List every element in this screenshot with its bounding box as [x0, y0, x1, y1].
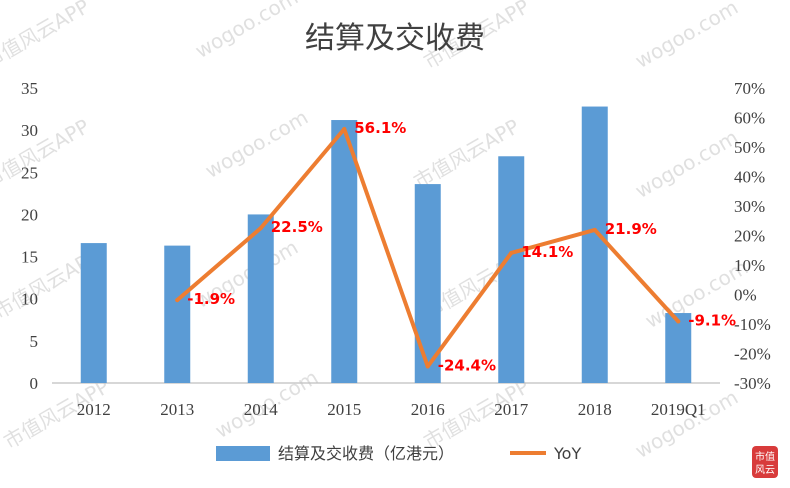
seal-text: 市值	[755, 450, 775, 463]
watermark-text: 市值风云APP	[0, 114, 94, 194]
yoy-point	[175, 298, 180, 303]
watermark-seal: 市值风云	[752, 446, 778, 478]
x-tick-label: 2018	[578, 400, 612, 419]
yoy-point	[425, 364, 430, 369]
y-left-tick-label: 15	[21, 248, 38, 267]
y-right-tick-label: 20%	[734, 227, 765, 246]
yoy-data-label: 22.5%	[271, 218, 323, 236]
y-right-tick-label: -30%	[734, 374, 771, 393]
x-tick-label: 2015	[327, 400, 361, 419]
data-labels: -1.9% 22.5% 56.1% -24.4% 14.1% 21.9% -9.1%	[187, 119, 736, 374]
y-right-tick-label: 30%	[734, 197, 765, 216]
y-right-tick-label: 10%	[734, 256, 765, 275]
yoy-point	[592, 227, 597, 232]
legend-bar-swatch	[216, 446, 270, 461]
watermark-text: wogoo.com	[191, 0, 302, 63]
y-right-tick-label: 50%	[734, 138, 765, 157]
bar	[247, 214, 274, 383]
yoy-data-label: -9.1%	[688, 311, 736, 329]
bar	[665, 313, 692, 383]
bar	[164, 245, 191, 383]
legend-line-label: YoY	[553, 444, 581, 463]
y-right-tick-label: 0%	[734, 286, 757, 305]
bar-series	[80, 106, 692, 384]
y-left-tick-label: 20	[21, 205, 38, 224]
bar	[414, 184, 441, 383]
y-left-tick-label: 5	[30, 332, 39, 351]
x-tick-label: 2012	[77, 400, 111, 419]
yoy-data-label: -1.9%	[187, 290, 235, 308]
seal-logo	[752, 446, 778, 478]
y-right-tick-label: 40%	[734, 168, 765, 187]
chart-title: 结算及交收费	[305, 21, 485, 56]
y-left-tick-label: 35	[21, 79, 38, 98]
y-left-tick-label: 10	[21, 290, 38, 309]
line-series	[175, 127, 681, 369]
legend-bar-label: 结算及交收费（亿港元）	[278, 444, 454, 463]
y-right-tick-label: -20%	[734, 345, 771, 364]
bar	[80, 243, 107, 383]
y-left-tick-label: 30	[21, 121, 38, 140]
yoy-data-label: -24.4%	[438, 356, 496, 374]
x-tick-label: 2016	[411, 400, 445, 419]
y-right-tick-label: -10%	[734, 315, 771, 334]
legend: 结算及交收费（亿港元） YoY	[216, 444, 581, 463]
bar	[581, 106, 608, 384]
x-tick-label: 2017	[494, 400, 529, 419]
x-tick-label: 2013	[160, 400, 194, 419]
y-right-tick-label: 70%	[734, 79, 765, 98]
yoy-point	[258, 226, 263, 231]
y-left-tick-label: 0	[30, 374, 39, 393]
yoy-point	[676, 319, 681, 324]
yoy-point	[509, 250, 514, 255]
watermark-text: wogoo.com	[631, 0, 742, 73]
y-left-tick-label: 25	[21, 163, 38, 182]
axes: 0 5 10 15 20 25 30 35 -30% -20% -10% 0% 10% 20% 30% 40%…	[21, 79, 771, 419]
yoy-data-label: 21.9%	[605, 220, 657, 238]
yoy-point	[342, 127, 347, 132]
x-tick-label: 2019Q1	[651, 400, 706, 419]
seal-text: 风云	[755, 464, 775, 476]
yoy-data-label: 56.1%	[354, 119, 406, 137]
x-tick-label: 2014	[244, 400, 279, 419]
watermark-text: 市值风云APP	[0, 0, 94, 74]
watermark-text: wogoo.com	[631, 125, 742, 203]
bar	[498, 156, 525, 383]
bar	[331, 120, 358, 384]
y-right-tick-label: 60%	[734, 109, 765, 128]
watermark-text: wogoo.com	[201, 105, 312, 183]
yoy-data-label: 14.1%	[521, 243, 573, 261]
watermark-text: wogoo.com	[631, 385, 742, 463]
